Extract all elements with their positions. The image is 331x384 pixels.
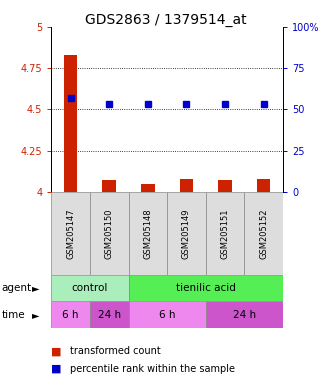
Bar — [51, 275, 128, 301]
Bar — [90, 192, 128, 275]
Text: ►: ► — [32, 310, 39, 320]
Bar — [103, 180, 116, 192]
Text: 24 h: 24 h — [98, 310, 121, 320]
Text: GSM205149: GSM205149 — [182, 208, 191, 258]
Bar — [244, 192, 283, 275]
Bar — [128, 301, 206, 328]
Bar — [141, 184, 155, 192]
Text: GSM205150: GSM205150 — [105, 208, 114, 258]
Text: GDS2863 / 1379514_at: GDS2863 / 1379514_at — [85, 13, 246, 27]
Text: ►: ► — [32, 283, 39, 293]
Bar — [206, 192, 244, 275]
Text: GSM205147: GSM205147 — [66, 208, 75, 258]
Bar — [128, 275, 283, 301]
Text: transformed count: transformed count — [70, 346, 160, 356]
Bar — [64, 55, 77, 192]
Bar — [51, 192, 90, 275]
Text: agent: agent — [2, 283, 32, 293]
Bar — [167, 192, 206, 275]
Bar — [90, 301, 128, 328]
Text: percentile rank within the sample: percentile rank within the sample — [70, 364, 234, 374]
Text: GSM205151: GSM205151 — [220, 208, 230, 258]
Text: 6 h: 6 h — [62, 310, 79, 320]
Bar — [257, 179, 270, 192]
Bar — [206, 301, 283, 328]
Text: control: control — [72, 283, 108, 293]
Text: GSM205152: GSM205152 — [259, 208, 268, 258]
Bar — [180, 179, 193, 192]
Text: ■: ■ — [51, 364, 62, 374]
Text: 24 h: 24 h — [233, 310, 256, 320]
Text: tienilic acid: tienilic acid — [176, 283, 236, 293]
Text: 6 h: 6 h — [159, 310, 175, 320]
Bar — [218, 180, 232, 192]
Bar — [128, 192, 167, 275]
Text: ■: ■ — [51, 346, 62, 356]
Bar — [51, 301, 90, 328]
Text: time: time — [2, 310, 25, 320]
Text: GSM205148: GSM205148 — [143, 208, 152, 258]
